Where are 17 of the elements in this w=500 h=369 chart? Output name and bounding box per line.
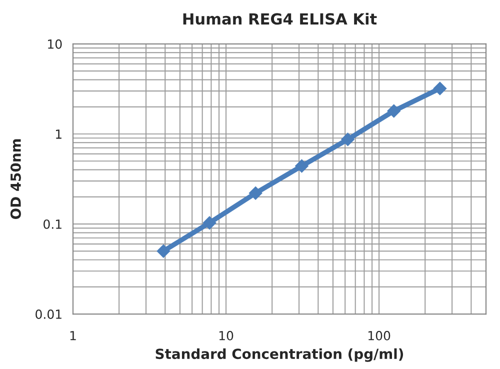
point xyxy=(341,132,354,146)
point xyxy=(156,244,170,258)
y-tick-label: 0.01 xyxy=(36,309,62,319)
point xyxy=(295,159,308,173)
y-axis-title: OD 450nm xyxy=(10,139,21,220)
point xyxy=(433,82,447,96)
x-tick-label: 100 xyxy=(368,330,390,340)
y-tick-label: 0.1 xyxy=(44,219,62,229)
x-tick-label: 1 xyxy=(70,331,76,340)
y-tick-label: 1 xyxy=(56,130,62,139)
point xyxy=(387,104,400,118)
point xyxy=(248,186,262,200)
point xyxy=(202,216,216,230)
y-tick-label: 10 xyxy=(48,39,62,49)
x-axis-title: Standard Concentration (pg/ml) xyxy=(156,348,404,362)
chart-title: Human REG4 ELISA Kit xyxy=(183,12,377,25)
x-tick-label: 10 xyxy=(219,330,234,340)
